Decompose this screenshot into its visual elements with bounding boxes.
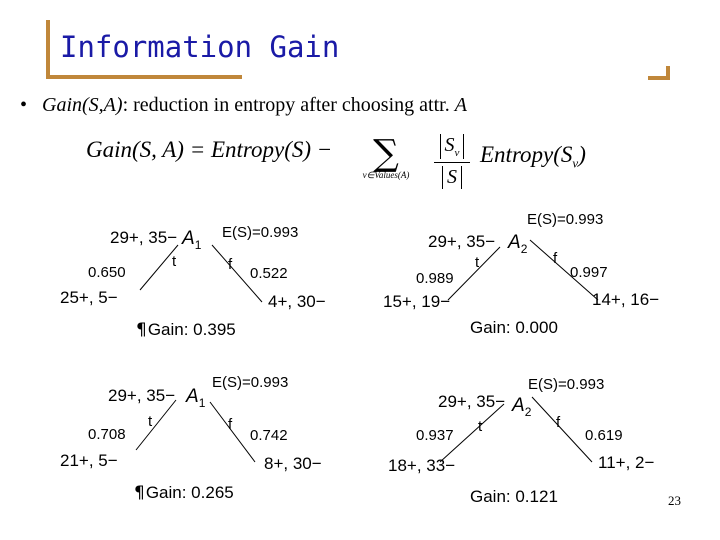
sigma-subscript: v∈Values(A) bbox=[362, 170, 410, 180]
tree2-right-branch: f bbox=[553, 250, 558, 267]
tree3-left-leaf: 21+, 5− bbox=[60, 451, 118, 470]
tree2-gain: Gain: 0.000 bbox=[470, 318, 558, 337]
tree2-right-edge bbox=[529, 239, 599, 301]
tree1-gain-text: Gain: 0.395 bbox=[147, 320, 236, 339]
tree4-left-edge bbox=[439, 403, 505, 463]
tree4-right-leaf: 11+, 2− bbox=[598, 453, 655, 472]
tree1-left-leaf: 25+, 5− bbox=[60, 288, 118, 307]
bullet-term: Gain(S,A) bbox=[42, 94, 123, 116]
tree4-gain: Gain: 0.121 bbox=[470, 487, 558, 506]
formula-rhs: Entropy(Sv) bbox=[480, 142, 586, 172]
tree1-attr-name: A bbox=[182, 228, 195, 249]
title-bracket-left bbox=[46, 20, 50, 78]
tree2-left-edge bbox=[447, 246, 501, 301]
tree2-right-leaf: 14+, 16− bbox=[592, 290, 660, 309]
slide-title: Information Gain bbox=[60, 30, 340, 64]
tree3-gain: ¶Gain: 0.265 bbox=[134, 483, 234, 503]
sigma-symbol: ∑ bbox=[373, 133, 399, 174]
tree4-attr-name: A bbox=[512, 395, 525, 416]
fraction-bar bbox=[434, 162, 470, 163]
tree3-attr-name: A bbox=[186, 386, 199, 407]
bullet-line: • Gain(S,A): reduction in entropy after … bbox=[20, 94, 467, 117]
tree3-left-entropy: 0.708 bbox=[88, 426, 126, 443]
tree1-attribute: A1 bbox=[182, 228, 201, 252]
tree3-left-edge bbox=[135, 399, 177, 451]
tree1-right-leaf: 4+, 30− bbox=[268, 292, 326, 311]
tree3-right-branch: f bbox=[228, 416, 233, 433]
formula-rhs-close: ) bbox=[578, 142, 586, 167]
pilcrow-icon: ¶ bbox=[134, 483, 145, 503]
tree4-left-entropy: 0.937 bbox=[416, 427, 454, 444]
corner-mark-vertical bbox=[666, 66, 670, 80]
tree2-right-entropy: 0.997 bbox=[570, 264, 608, 281]
tree1-left-entropy: 0.650 bbox=[88, 264, 126, 281]
bullet-attr: A bbox=[454, 94, 467, 116]
tree2-left-entropy: 0.989 bbox=[416, 270, 454, 287]
tree3-right-leaf: 8+, 30− bbox=[264, 454, 322, 473]
bullet-marker: • bbox=[20, 94, 28, 116]
tree2-root-counts: 29+, 35− bbox=[428, 232, 496, 251]
fraction-numerator: S bbox=[444, 134, 455, 156]
formula-rhs-sub: v bbox=[572, 155, 579, 171]
tree2-attr-name: A bbox=[508, 232, 521, 253]
tree2-root-entropy: E(S)=0.993 bbox=[527, 211, 604, 228]
tree1-left-branch: t bbox=[172, 253, 177, 270]
corner-mark-horizontal bbox=[648, 76, 670, 80]
formula-sum: ∑ v∈Values(A) bbox=[356, 136, 416, 181]
tree2-left-branch: t bbox=[475, 254, 480, 271]
tree3-attr-sub: 1 bbox=[198, 395, 206, 410]
fraction-numerator-sub: v bbox=[454, 147, 460, 159]
pilcrow-icon: ¶ bbox=[136, 320, 147, 340]
bullet-text: : reduction in entropy after choosing at… bbox=[122, 94, 455, 116]
formula-lhs: Gain(S, A) = Entropy(S) − bbox=[86, 137, 333, 162]
tree3-right-entropy: 0.742 bbox=[250, 427, 288, 444]
tree3-left-branch: t bbox=[148, 413, 153, 430]
tree4-attr-sub: 2 bbox=[524, 404, 532, 419]
tree4-root-entropy: E(S)=0.993 bbox=[528, 376, 605, 393]
tree3-root-counts: 29+, 35− bbox=[108, 386, 176, 405]
tree4-left-leaf: 18+, 33− bbox=[388, 456, 456, 475]
tree1-gain: ¶Gain: 0.395 bbox=[136, 320, 236, 340]
tree1-attr-sub: 1 bbox=[194, 237, 202, 252]
tree3-right-edge bbox=[209, 401, 256, 463]
tree4-root-counts: 29+, 35− bbox=[438, 392, 506, 411]
tree4-left-branch: t bbox=[478, 418, 483, 435]
tree3-root-entropy: E(S)=0.993 bbox=[212, 374, 289, 391]
tree4-right-entropy: 0.619 bbox=[585, 427, 623, 444]
tree2-attribute: A2 bbox=[508, 232, 527, 256]
tree2-attr-sub: 2 bbox=[520, 241, 528, 256]
title-bracket-bottom bbox=[46, 75, 242, 79]
tree1-root-entropy: E(S)=0.993 bbox=[222, 224, 299, 241]
formula-fraction: Sv S bbox=[432, 134, 472, 189]
tree2-left-leaf: 15+, 19− bbox=[383, 292, 451, 311]
tree4-right-edge bbox=[531, 396, 593, 463]
tree4-right-branch: f bbox=[556, 414, 561, 431]
fraction-denominator: S bbox=[442, 166, 462, 189]
tree3-gain-text: Gain: 0.265 bbox=[145, 483, 234, 502]
formula-rhs-text: Entropy(S bbox=[480, 142, 573, 167]
tree1-right-entropy: 0.522 bbox=[250, 265, 288, 282]
tree1-right-branch: f bbox=[228, 256, 233, 273]
tree1-right-edge bbox=[211, 244, 263, 303]
tree3-attribute: A1 bbox=[186, 386, 205, 410]
tree1-left-edge bbox=[139, 244, 179, 291]
page-number: 23 bbox=[668, 493, 681, 508]
tree1-root-counts: 29+, 35− bbox=[110, 228, 178, 247]
tree4-attribute: A2 bbox=[512, 395, 531, 419]
